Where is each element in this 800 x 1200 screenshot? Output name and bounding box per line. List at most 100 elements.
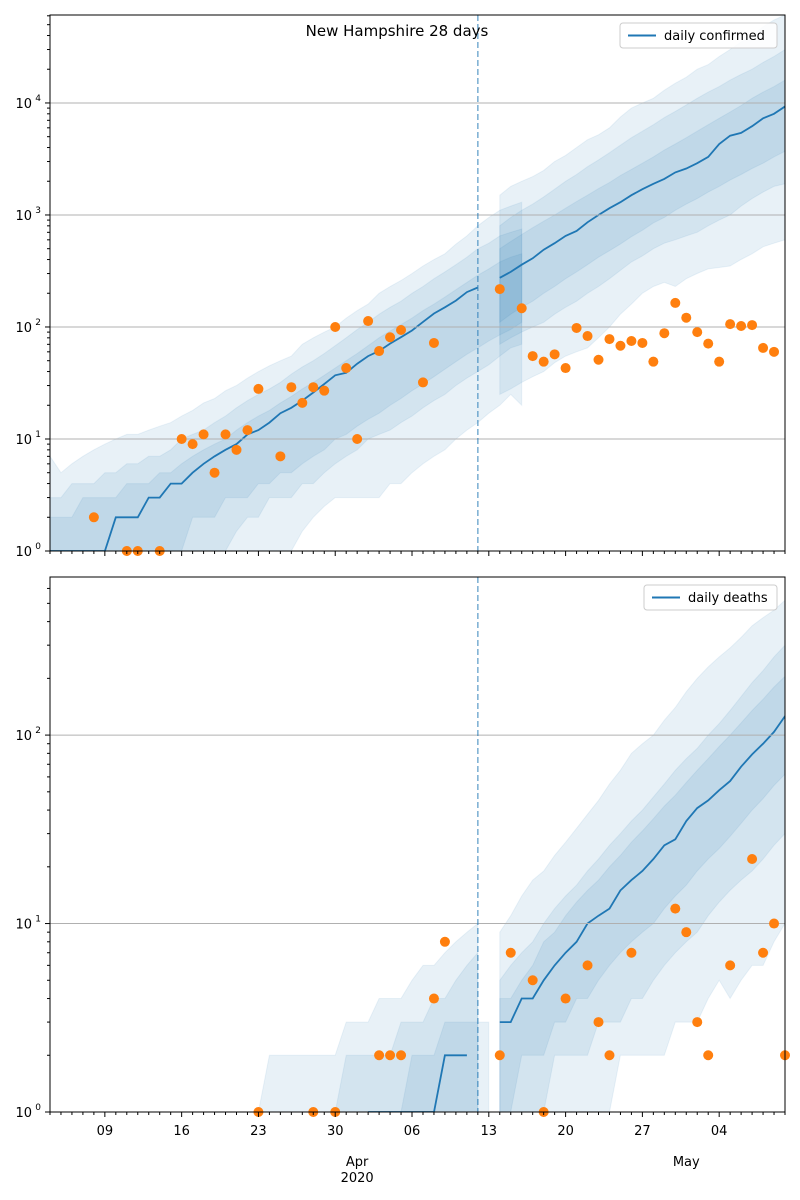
- y-tick-exponent: 3: [35, 206, 41, 216]
- series-line: [499, 715, 785, 1023]
- observed-point: [560, 993, 571, 1004]
- x-year-label: 2020: [341, 1171, 374, 1186]
- legend-box: [643, 584, 778, 611]
- y-tick-exponent: 0: [35, 1103, 41, 1113]
- observed-point: [670, 903, 681, 914]
- band-middle: [50, 228, 523, 551]
- observed-point: [242, 425, 253, 436]
- observed-point: [769, 346, 780, 357]
- observed-point: [736, 321, 747, 332]
- observed-point: [758, 947, 769, 958]
- plot-area: [257, 599, 785, 1112]
- observed-point: [747, 320, 758, 331]
- observed-point: [747, 854, 758, 865]
- y-tick-exponent: 4: [35, 94, 41, 104]
- x-tick-label: 06: [404, 1124, 421, 1139]
- observed-point: [319, 385, 330, 396]
- observed-point: [374, 346, 385, 357]
- observed-point: [648, 356, 659, 367]
- y-tick-label: 10: [15, 545, 32, 560]
- observed-point: [187, 439, 198, 450]
- observed-point: [538, 356, 549, 367]
- y-tick-exponent: 0: [35, 542, 41, 552]
- observed-point: [725, 319, 736, 330]
- observed-point: [396, 1050, 407, 1061]
- observed-point: [560, 363, 571, 374]
- observed-point: [593, 354, 604, 365]
- x-month-label: May: [673, 1155, 700, 1170]
- y-tick-exponent: 1: [35, 915, 41, 925]
- observed-point: [439, 936, 450, 947]
- observed-point: [363, 316, 374, 327]
- observed-point: [330, 321, 341, 332]
- x-tick-label: 30: [327, 1124, 344, 1139]
- axes-frame: [49, 576, 786, 1113]
- observed-point: [527, 975, 538, 986]
- x-tick-label: 09: [97, 1124, 114, 1139]
- plot-area: [50, 15, 785, 551]
- x-tick-label: 04: [711, 1124, 728, 1139]
- observed-point: [385, 332, 396, 343]
- x-tick-label: 16: [173, 1124, 190, 1139]
- observed-point: [725, 960, 736, 971]
- y-tick-label: 10: [15, 209, 32, 224]
- observed-point: [428, 993, 439, 1004]
- observed-point: [341, 363, 352, 374]
- observed-point: [374, 1050, 385, 1061]
- observed-point: [396, 324, 407, 335]
- band-inner: [390, 1021, 490, 1112]
- x-tick-label: 13: [481, 1124, 498, 1139]
- observed-point: [308, 382, 319, 393]
- observed-point: [494, 1050, 505, 1061]
- x-tick-label: 23: [250, 1124, 267, 1139]
- observed-point: [220, 429, 231, 440]
- observed-point: [637, 337, 648, 348]
- x-tick-label: 20: [557, 1124, 574, 1139]
- observed-point: [714, 356, 725, 367]
- observed-point: [505, 947, 516, 958]
- observed-point: [571, 322, 582, 333]
- y-tick-exponent: 1: [35, 430, 41, 440]
- observed-point: [231, 444, 242, 455]
- band-middle: [499, 644, 785, 1112]
- series-line: [50, 286, 479, 551]
- observed-point: [670, 297, 681, 308]
- observed-point: [626, 335, 637, 346]
- observed-point: [703, 1050, 714, 1061]
- band-inner: [499, 675, 785, 1112]
- legend: daily confirmed: [619, 22, 778, 49]
- x-month-label: Apr: [346, 1155, 369, 1170]
- observed-point: [604, 334, 615, 345]
- observed-point: [516, 303, 527, 314]
- observed-point: [352, 433, 363, 444]
- band-inner: [499, 79, 785, 324]
- y-tick-label: 10: [15, 729, 32, 744]
- observed-point: [385, 1050, 396, 1061]
- observed-point: [692, 1017, 703, 1028]
- band-outer: [499, 15, 785, 396]
- observed-point: [582, 960, 593, 971]
- observed-point: [703, 338, 714, 349]
- y-tick-label: 10: [15, 918, 32, 933]
- chart-title: New Hampshire 28 days: [306, 22, 489, 40]
- band-middle: [499, 48, 785, 346]
- observed-point: [527, 351, 538, 362]
- x-tick-label: 27: [634, 1124, 651, 1139]
- observed-point: [615, 340, 626, 351]
- band-outer: [50, 201, 523, 551]
- observed-point: [604, 1050, 615, 1061]
- y-tick-label: 10: [15, 1106, 32, 1121]
- observed-point: [626, 947, 637, 958]
- observed-point: [286, 382, 297, 393]
- y-tick-label: 10: [15, 97, 32, 112]
- y-tick-exponent: 2: [35, 726, 41, 736]
- observed-point: [593, 1017, 604, 1028]
- legend-box: [619, 22, 778, 49]
- legend-label: daily deaths: [688, 591, 768, 606]
- observed-point: [549, 349, 560, 360]
- y-tick-label: 10: [15, 433, 32, 448]
- legend-label: daily confirmed: [664, 29, 765, 44]
